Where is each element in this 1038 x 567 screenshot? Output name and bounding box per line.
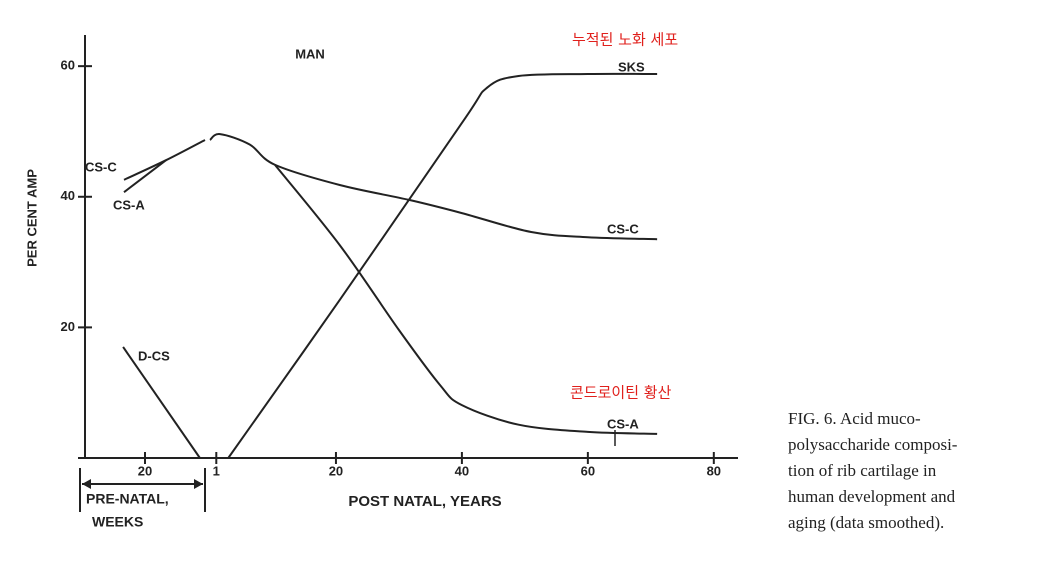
- series-label: SKS: [618, 59, 645, 74]
- series-line: [123, 159, 167, 193]
- caption: FIG. 6. Acid muco-polysaccharide composi…: [788, 409, 958, 532]
- y-axis-label: PER CENT AMP: [24, 169, 39, 267]
- x-tick-label: 20: [329, 463, 343, 478]
- series-label: D-CS: [138, 348, 170, 363]
- y-tick-label: 60: [61, 58, 75, 73]
- x-tick-label: 80: [707, 463, 721, 478]
- x-tick-label: 20: [138, 463, 152, 478]
- annotation: 콘드로이틴 황산: [570, 384, 672, 402]
- x-tick-label: 60: [581, 463, 595, 478]
- series-line: [123, 139, 206, 181]
- y-tick-label: 40: [61, 188, 75, 203]
- caption-line: tion of rib cartilage in: [788, 461, 937, 480]
- series-label: CS-A: [113, 197, 145, 212]
- x-axis-label: POST NATAL, YEARS: [348, 493, 501, 510]
- series-label: CS-C: [85, 159, 117, 174]
- annotation: 누적된 노화 세포: [572, 31, 678, 49]
- series-line: [274, 164, 658, 435]
- series-line: [227, 72, 658, 459]
- y-tick-label: 20: [61, 319, 75, 334]
- caption-line: aging (data smoothed).: [788, 513, 944, 532]
- series-label: CS-C: [607, 221, 639, 236]
- x-tick-label: 1: [213, 463, 220, 478]
- caption-line: polysaccharide composi-: [788, 435, 958, 454]
- series-label: CS-A: [607, 416, 639, 431]
- caption-line: FIG. 6. Acid muco-: [788, 409, 921, 428]
- caption-line: human development and: [788, 487, 956, 506]
- x-tick-label: 40: [455, 463, 469, 478]
- series-line: [209, 133, 658, 241]
- prenatal-label: PRE-NATAL,: [86, 491, 169, 507]
- chart-title: MAN: [295, 46, 325, 61]
- series-line: [122, 346, 201, 459]
- prenatal-label: WEEKS: [92, 514, 143, 530]
